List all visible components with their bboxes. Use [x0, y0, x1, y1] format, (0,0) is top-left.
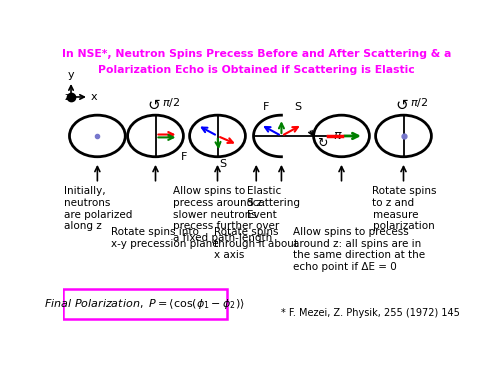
Text: S: S: [294, 102, 301, 112]
Text: S: S: [220, 159, 226, 169]
Text: Rotate spins into
x-y precession plane: Rotate spins into x-y precession plane: [111, 227, 218, 249]
Text: x: x: [90, 92, 97, 102]
Text: $\mathit{Final\ Polarization,\ }P = \langle\cos(\phi_1 - \phi_2)\rangle$: $\mathit{Final\ Polarization,\ }P = \lan…: [44, 297, 244, 311]
Text: Rotate spins
through π about
x axis: Rotate spins through π about x axis: [214, 227, 298, 260]
Text: $\circlearrowleft$: $\circlearrowleft$: [146, 98, 162, 113]
Text: $\circlearrowright$: $\circlearrowright$: [315, 137, 328, 150]
Text: Initially,
neutrons
are polarized
along z: Initially, neutrons are polarized along …: [64, 186, 133, 231]
Text: $\pi$: $\pi$: [333, 129, 342, 142]
Text: y: y: [68, 70, 74, 80]
Text: F: F: [262, 102, 269, 112]
Text: Rotate spins
to z and
measure
polarization: Rotate spins to z and measure polarizati…: [372, 186, 437, 231]
Text: Allow spins to
precess around z:
slower neutrons
precess further over
a fixed pa: Allow spins to precess around z: slower …: [173, 186, 279, 243]
Text: z: z: [64, 92, 70, 102]
Text: * F. Mezei, Z. Physik, 255 (1972) 145: * F. Mezei, Z. Physik, 255 (1972) 145: [282, 308, 461, 318]
Text: $\pi/2$: $\pi/2$: [410, 96, 428, 109]
Text: $\circlearrowleft$: $\circlearrowleft$: [394, 98, 410, 113]
Text: Allow spins to precess
around z: all spins are in
the same direction at the
echo: Allow spins to precess around z: all spi…: [293, 227, 425, 272]
Text: F: F: [182, 152, 188, 162]
Text: $\pi/2$: $\pi/2$: [162, 96, 180, 109]
FancyBboxPatch shape: [62, 289, 227, 320]
Text: In NSE*, Neutron Spins Precess Before and After Scattering & a: In NSE*, Neutron Spins Precess Before an…: [62, 50, 451, 59]
Text: Polarization Echo is Obtained if Scattering is Elastic: Polarization Echo is Obtained if Scatter…: [98, 65, 414, 75]
Text: Elastic
Scattering
Event: Elastic Scattering Event: [246, 186, 300, 220]
